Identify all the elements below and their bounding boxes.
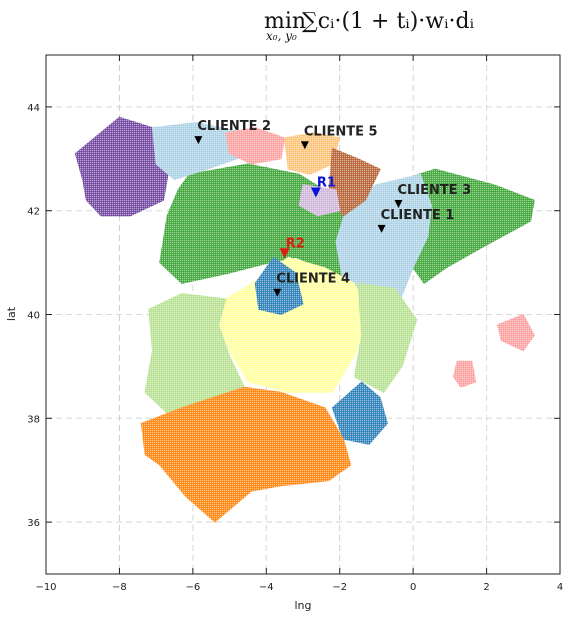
region-pink-shape: [452, 360, 477, 388]
x-tick-label: 0: [410, 582, 416, 593]
client-marker: [394, 199, 403, 208]
y-tick-label: 44: [27, 103, 40, 114]
x-tick-label: 2: [483, 582, 489, 593]
x-tick-label: −4: [259, 582, 274, 593]
y-tick-label: 42: [27, 207, 40, 218]
chart-title-op: min: [264, 9, 306, 34]
x-tick-label: −10: [35, 582, 56, 593]
y-tick-label: 36: [27, 518, 40, 529]
x-tick-label: −8: [112, 582, 127, 593]
solution-label: R2: [286, 236, 305, 251]
client-marker: [377, 224, 386, 233]
client-label: CLIENTE 2: [197, 119, 271, 134]
client-label: CLIENTE 5: [304, 124, 378, 139]
region-pink-shape: [497, 313, 535, 352]
chart-title-body: ∑cᵢ·(1 + tᵢ)·wᵢ·dᵢ: [302, 9, 475, 34]
x-tick-label: 4: [557, 582, 563, 593]
chart-title-sub: x₀, y₀: [266, 29, 297, 43]
client-marker: [300, 141, 309, 150]
y-tick-label: 40: [27, 311, 40, 322]
client-label: CLIENTE 3: [397, 183, 471, 198]
y-axis-label: lat: [5, 306, 18, 321]
solution-label: R1: [317, 176, 336, 191]
client-marker: [273, 288, 282, 297]
client-marker: [194, 136, 203, 145]
solution-marker: [310, 187, 321, 198]
client-label: CLIENTE 4: [276, 272, 350, 287]
region-layer: [74, 116, 535, 523]
solution-marker: [279, 248, 290, 259]
x-tick-label: −2: [332, 582, 347, 593]
x-tick-label: −6: [185, 582, 200, 593]
client-label: CLIENTE 1: [381, 208, 455, 223]
marker-layer: CLIENTE 2 CLIENTE 5 CLIENTE 3 CLIENTE 1 CLIE…: [194, 119, 471, 297]
region-lightgreen-shape: [353, 282, 418, 394]
axis-ticks: −10 −8 −6 −4 −2 0 2 4 36 38 40 42 44: [27, 55, 563, 593]
y-tick-label: 38: [27, 414, 40, 425]
x-axis-label: lng: [294, 599, 311, 612]
